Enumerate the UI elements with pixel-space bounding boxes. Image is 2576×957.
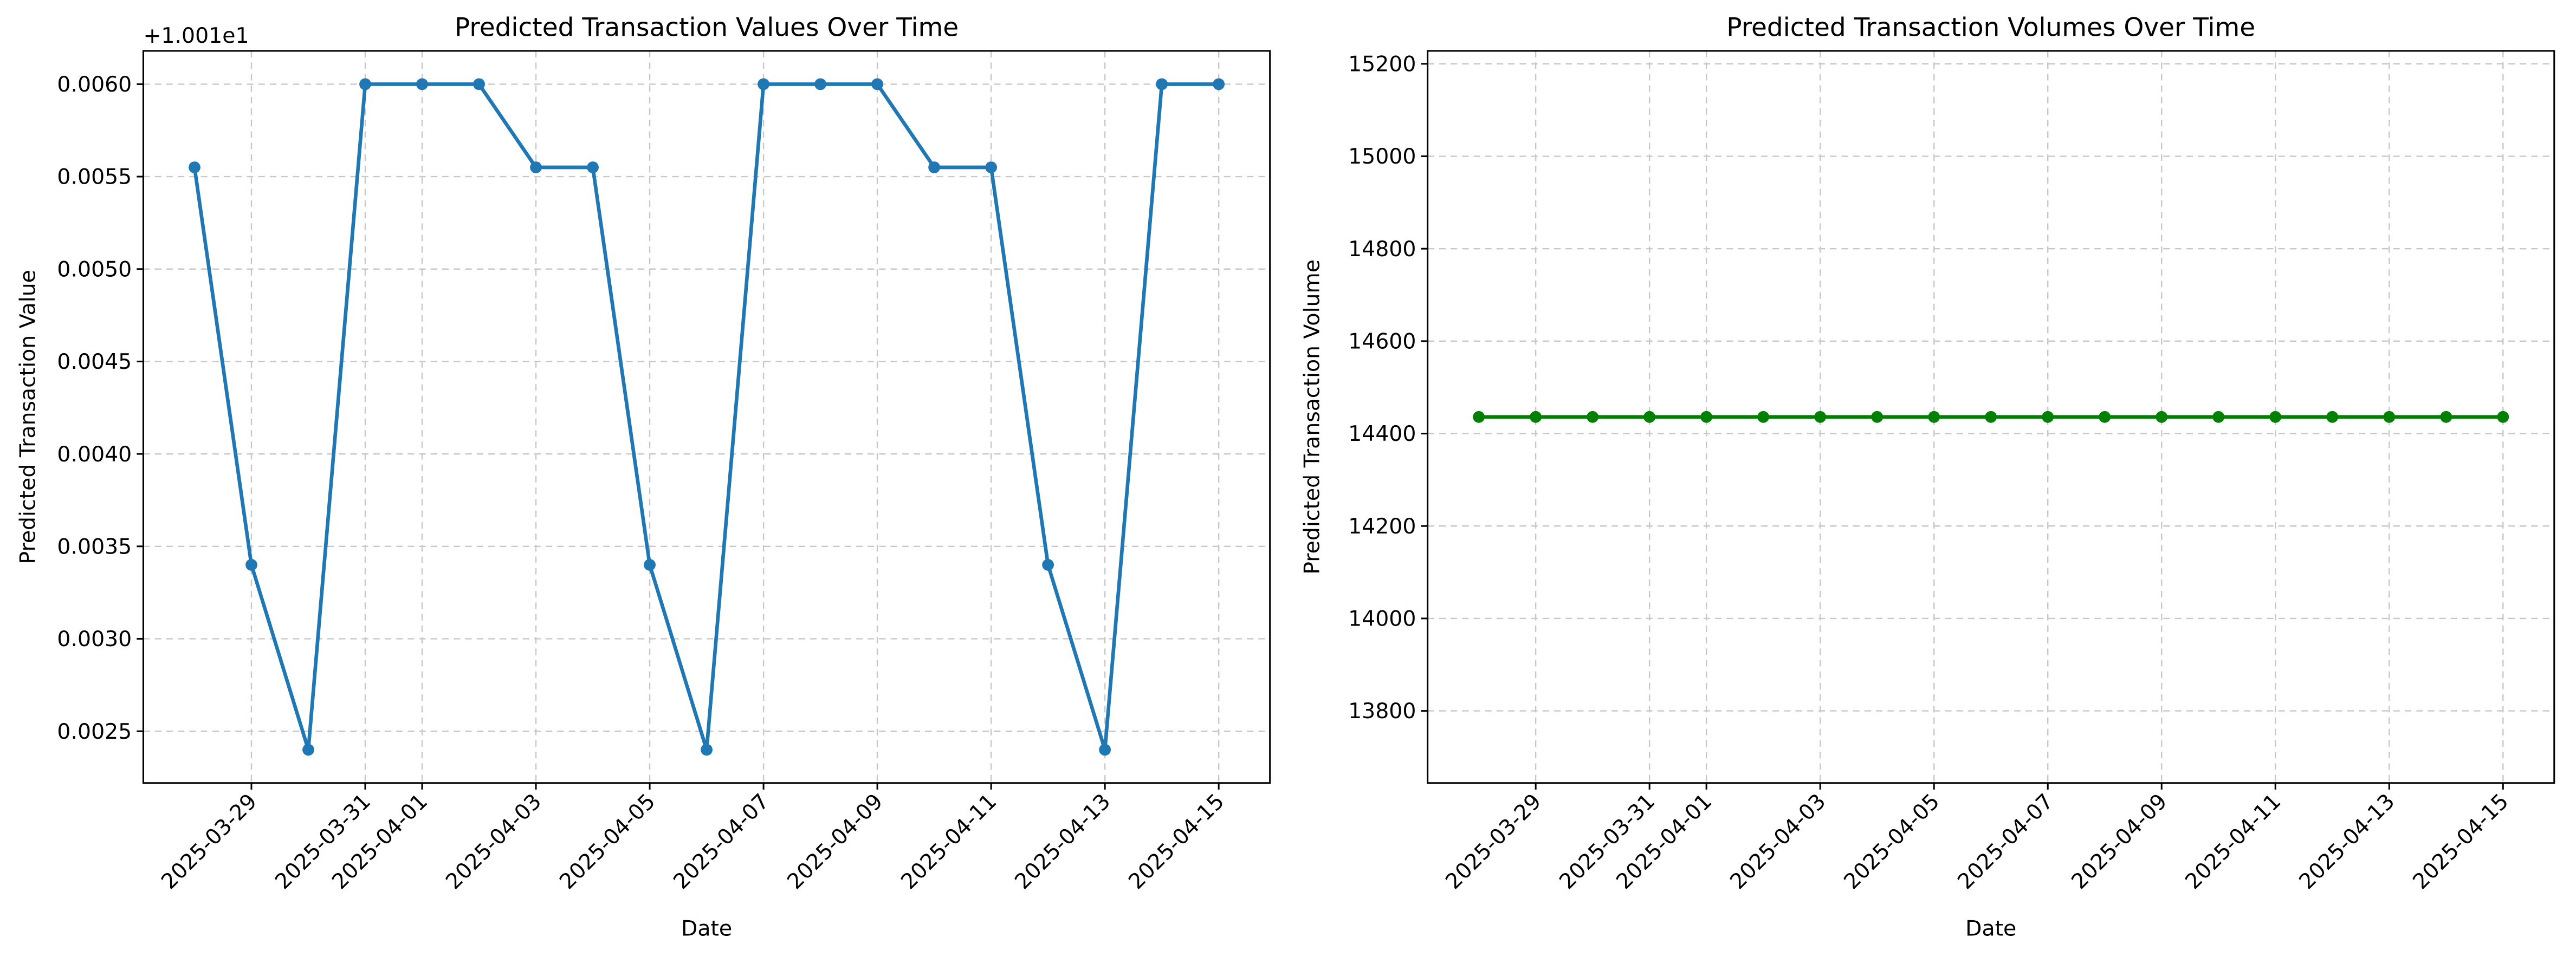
data-point: [189, 161, 200, 173]
x-tick-label: 2025-04-13: [2294, 789, 2399, 894]
y-tick-label: 0.0050: [57, 257, 132, 282]
data-point: [644, 559, 656, 571]
chart-title: Predicted Transaction Volumes Over Time: [1726, 13, 2255, 43]
y-tick-label: 0.0035: [57, 534, 132, 559]
data-point: [1814, 411, 1827, 423]
x-tick-label: 2025-04-07: [1953, 789, 2058, 894]
data-point: [814, 78, 826, 90]
y-tick-label: 14400: [1348, 421, 1416, 446]
x-tick-label: 2025-04-07: [669, 789, 774, 894]
y-axis-label: Predicted Transaction Value: [15, 270, 40, 564]
axes-frame: [1427, 50, 2555, 784]
x-tick-label: 2025-04-09: [2067, 789, 2172, 894]
y-tick-label: 0.0060: [57, 72, 132, 97]
data-point: [1099, 744, 1111, 756]
data-point: [2269, 411, 2282, 423]
data-point: [359, 78, 371, 90]
data-line: [192, 82, 1219, 752]
x-tick-label: 2025-04-03: [441, 789, 546, 894]
data-point: [2440, 411, 2452, 423]
x-tick-label: 2025-04-09: [782, 789, 888, 894]
y-axis-label: Predicted Transaction Volume: [1300, 259, 1325, 575]
y-tick-label: 0.0025: [57, 719, 132, 744]
x-tick-label: 2025-03-29: [1441, 789, 1546, 894]
data-point: [2042, 411, 2054, 423]
y-tick-label: 14200: [1348, 514, 1416, 539]
data-point: [1042, 559, 1054, 571]
y-tick-label: 14000: [1348, 607, 1416, 632]
data-point: [416, 78, 428, 90]
offset-text: +1.001e1: [143, 23, 249, 48]
data-point: [1213, 78, 1225, 90]
data-point: [701, 744, 713, 756]
y-tick-label: 0.0055: [57, 165, 132, 190]
x-tick-label: 2025-04-05: [1839, 789, 1944, 894]
data-point: [928, 161, 941, 173]
data-point: [473, 78, 485, 90]
data-point: [302, 744, 314, 756]
y-tick-label: 13800: [1348, 699, 1416, 724]
chart-title: Predicted Transaction Values Over Time: [455, 13, 959, 43]
axes-frame: [142, 50, 1271, 784]
data-point: [2383, 411, 2396, 423]
data-point: [587, 161, 599, 173]
data-point: [1757, 411, 1770, 423]
data-point: [758, 78, 769, 90]
data-point: [1985, 411, 1997, 423]
x-axis-label: Date: [681, 916, 732, 941]
data-point: [2212, 411, 2225, 423]
y-tick-label: 0.0030: [57, 627, 132, 652]
x-tick-label: 2025-04-03: [1725, 789, 1830, 894]
data-point: [985, 161, 998, 173]
x-tick-label: 2025-04-11: [2180, 789, 2286, 894]
data-point: [1530, 411, 1542, 423]
data-point: [1473, 411, 1485, 423]
y-tick-label: 0.0040: [57, 442, 132, 467]
data-point: [245, 559, 257, 571]
x-tick-label: 2025-04-05: [555, 789, 660, 894]
data-point: [530, 161, 542, 173]
x-tick-label: 2025-03-29: [157, 789, 262, 894]
data-point: [1700, 411, 1713, 423]
x-tick-label: 2025-04-13: [1010, 789, 1115, 894]
x-tick-label: 2025-04-15: [1124, 789, 1229, 894]
data-point: [2156, 411, 2168, 423]
y-tick-label: 15000: [1348, 144, 1416, 169]
data-point: [1643, 411, 1656, 423]
x-axis-label: Date: [1965, 916, 2016, 941]
x-tick-label: 2025-04-11: [896, 789, 1001, 894]
data-point: [2326, 411, 2339, 423]
data-point: [1587, 411, 1599, 423]
y-tick-label: 0.0045: [57, 349, 132, 374]
y-tick-label: 14800: [1348, 237, 1416, 262]
x-tick-label: 2025-04-15: [2408, 789, 2513, 894]
data-point: [2497, 411, 2509, 423]
data-point: [1928, 411, 1940, 423]
data-point: [2099, 411, 2111, 423]
data-point: [1871, 411, 1884, 423]
data-point: [1156, 78, 1168, 90]
y-tick-label: 14600: [1348, 329, 1416, 354]
data-point: [871, 78, 884, 90]
y-tick-label: 15200: [1348, 51, 1416, 76]
